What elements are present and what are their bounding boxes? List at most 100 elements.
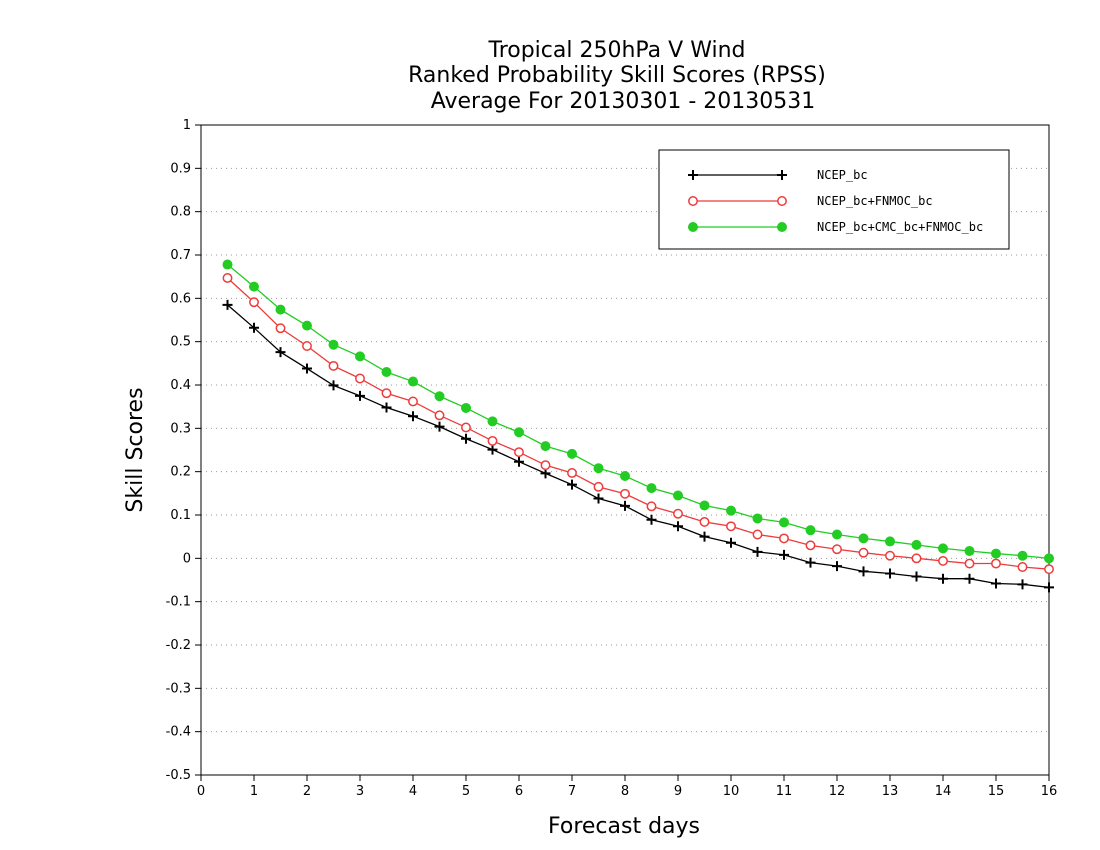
data-point	[514, 456, 524, 467]
series-layer	[222, 259, 1054, 593]
data-point	[487, 435, 498, 446]
data-point	[328, 339, 339, 350]
data-point	[964, 558, 975, 569]
x-tick-label: 3	[356, 784, 364, 799]
data-point	[593, 493, 604, 504]
data-point	[1017, 550, 1028, 561]
legend-label: NCEP_bc+FNMOC_bc	[817, 194, 933, 208]
y-tick-label: -0.1	[166, 595, 191, 610]
data-point	[222, 273, 233, 283]
x-tick-label: 4	[409, 784, 417, 799]
series-line	[227, 277, 1050, 570]
x-tick-label: 11	[776, 784, 793, 799]
data-point	[540, 460, 551, 471]
data-point	[222, 299, 233, 310]
data-point	[699, 516, 710, 527]
data-point	[885, 568, 895, 579]
data-point	[461, 402, 471, 413]
x-tick-label: 16	[1041, 784, 1058, 799]
data-point	[381, 402, 392, 413]
legend-entry: NCEP_bc	[688, 168, 868, 182]
data-point	[858, 533, 869, 544]
data-point	[911, 571, 922, 582]
data-point	[275, 323, 286, 334]
data-point	[964, 573, 975, 584]
data-point	[885, 536, 895, 547]
data-point	[434, 421, 445, 432]
data-point	[461, 422, 471, 433]
data-point	[408, 411, 418, 422]
data-point	[408, 376, 418, 387]
data-point	[514, 447, 524, 458]
data-point	[726, 521, 736, 532]
data-point	[434, 391, 445, 402]
data-point	[1044, 553, 1054, 564]
data-point	[858, 547, 869, 558]
x-tick-label: 1	[250, 784, 258, 799]
x-tick-label: 12	[829, 784, 846, 799]
legend-marker	[777, 170, 787, 180]
y-tick-label: 0.4	[170, 378, 191, 393]
x-tick-label: 5	[462, 784, 470, 799]
series-line	[227, 304, 1050, 589]
data-point	[646, 501, 657, 512]
y-axis-ticks: -0.5 -0.4 -0.3 -0.2 -0.1 0 0.1 0.2 0.3 0.4 0.5 0.6 0…	[166, 118, 201, 783]
x-tick-label: 8	[621, 784, 629, 799]
x-tick-label: 7	[568, 784, 576, 799]
x-tick-label: 0	[197, 784, 205, 799]
data-point	[832, 561, 842, 572]
data-point	[487, 444, 498, 455]
y-tick-label: 0.2	[170, 465, 191, 480]
data-point	[991, 548, 1001, 559]
data-point	[461, 433, 471, 444]
data-point	[487, 416, 498, 427]
data-point	[1044, 564, 1054, 575]
data-point	[302, 363, 312, 374]
y-tick-label: 1	[183, 118, 191, 133]
x-tick-label: 6	[515, 784, 523, 799]
x-tick-label: 10	[723, 784, 740, 799]
y-tick-label: 0.8	[170, 205, 191, 220]
data-point	[673, 490, 683, 501]
data-point	[620, 488, 630, 499]
legend-entry: NCEP_bc+CMC_bc+FNMOC_bc	[688, 220, 983, 234]
data-point	[355, 390, 365, 401]
data-point	[249, 322, 259, 333]
data-point	[275, 347, 286, 358]
data-point	[885, 550, 895, 561]
data-point	[1017, 562, 1028, 572]
x-tick-label: 14	[935, 784, 952, 799]
data-point	[222, 259, 233, 270]
legend-entry: NCEP_bc+FNMOC_bc	[688, 194, 933, 208]
data-point	[858, 566, 869, 577]
data-point	[381, 388, 392, 399]
data-point	[991, 578, 1001, 589]
y-tick-label: 0.5	[170, 335, 191, 350]
legend-label: NCEP_bc+CMC_bc+FNMOC_bc	[817, 220, 983, 234]
data-point	[991, 558, 1001, 569]
x-tick-label: 9	[674, 784, 682, 799]
y-tick-label: 0.3	[170, 421, 191, 436]
y-tick-label: 0.6	[170, 291, 191, 306]
series-2	[222, 273, 1054, 575]
data-point	[514, 427, 524, 438]
legend-marker	[688, 170, 698, 180]
data-point	[752, 513, 763, 524]
y-tick-label: -0.2	[166, 638, 191, 653]
title-line-2: Ranked Probability Skill Scores (RPSS)	[408, 63, 826, 88]
y-tick-label: -0.5	[166, 768, 191, 783]
legend-marker	[688, 222, 698, 232]
data-point	[673, 508, 683, 519]
data-point	[938, 555, 948, 566]
data-point	[699, 500, 710, 511]
legend-marker	[777, 196, 787, 206]
data-point	[275, 304, 286, 315]
x-tick-label: 13	[882, 784, 899, 799]
data-point	[302, 320, 312, 331]
data-point	[567, 468, 577, 478]
data-point	[752, 546, 763, 557]
data-point	[355, 351, 365, 362]
y-tick-label: 0	[183, 551, 191, 566]
data-point	[620, 471, 630, 481]
